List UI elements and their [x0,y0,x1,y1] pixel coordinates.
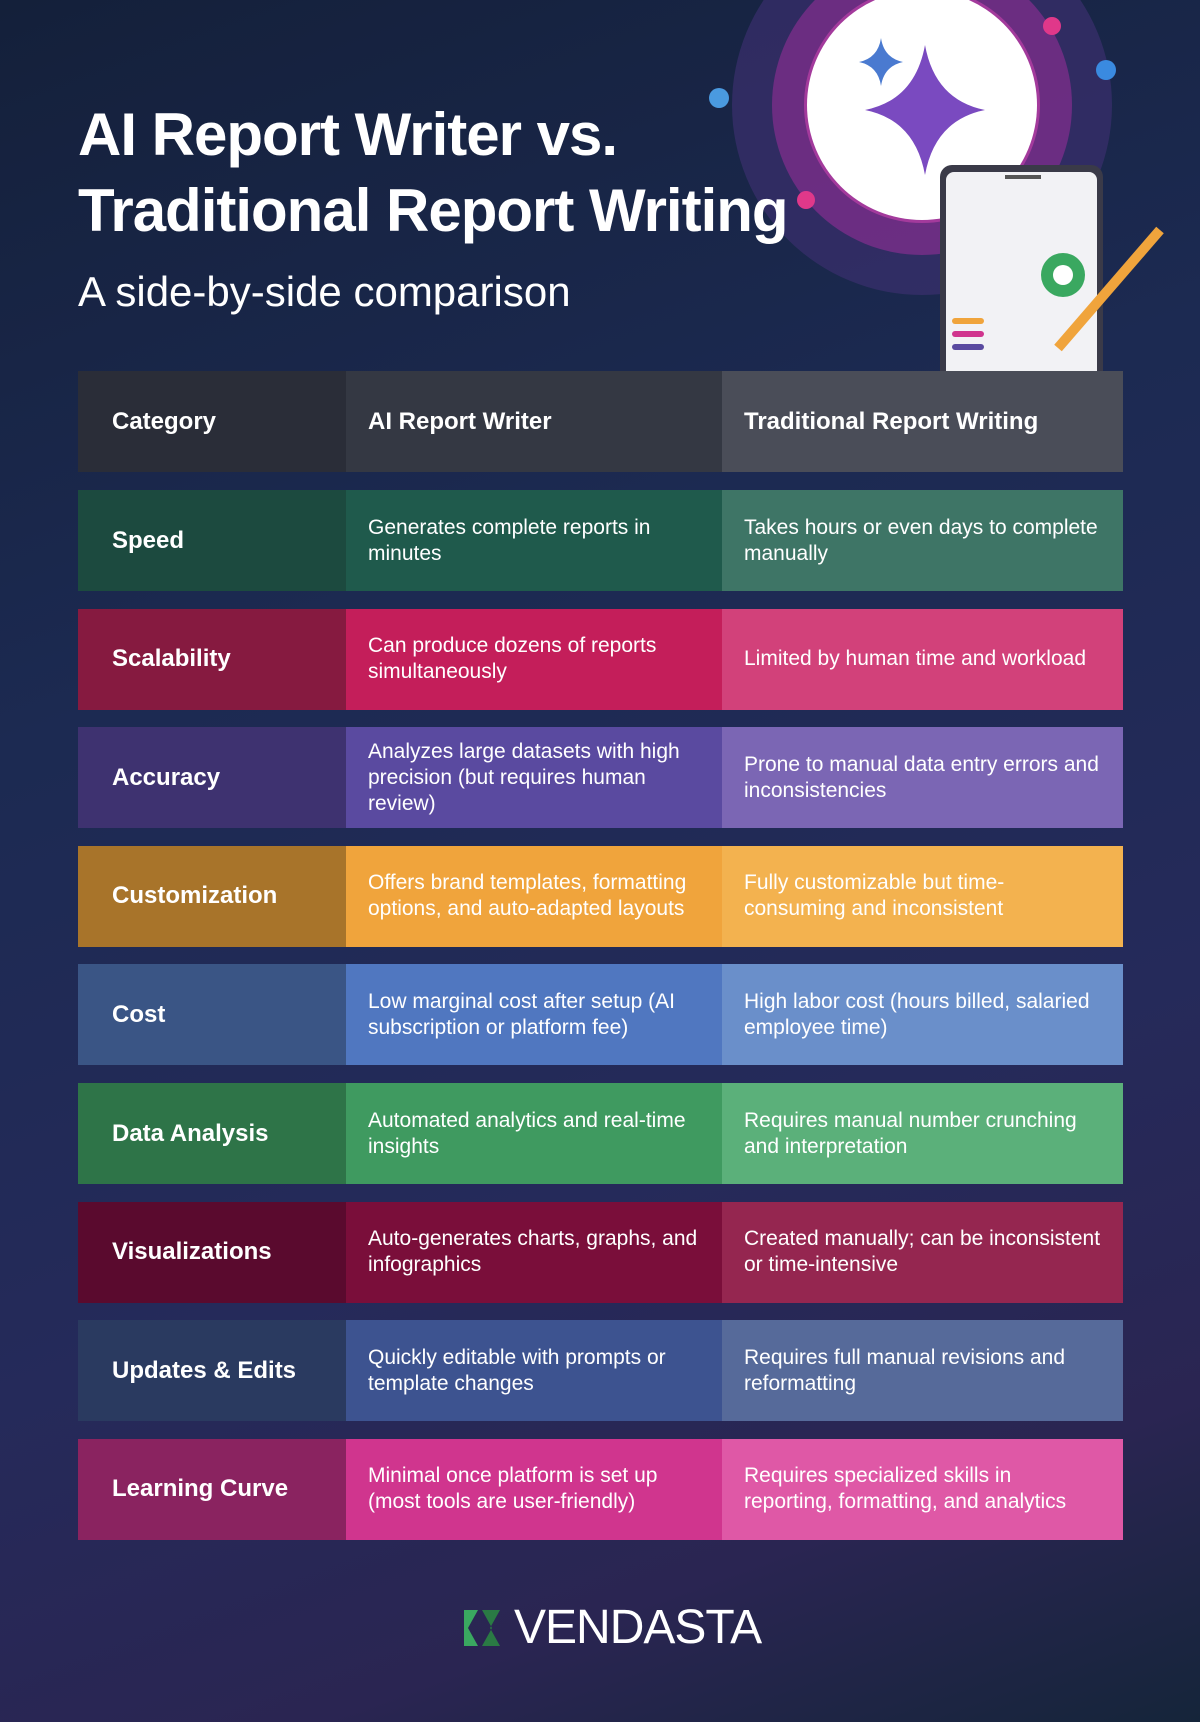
text-cell: Requires manual number crunching and int… [722,1083,1123,1184]
text-cell: Requires specialized skills in reporting… [722,1438,1123,1540]
header-cell: Traditional Report Writing [722,371,1123,472]
text-cell: Analyzes large datasets with high precis… [346,727,722,829]
header-cell: AI Report Writer [346,371,722,472]
text-cell: Created manually; can be inconsistent or… [722,1201,1123,1303]
text-cell: Can produce dozens of reports simultaneo… [346,608,722,710]
text-cell: Prone to manual data entry errors and in… [722,727,1123,829]
text-cell: Auto-generates charts, graphs, and infog… [346,1201,722,1303]
category-cell: Customization [78,845,346,947]
logo: VENDASTA [460,1600,762,1655]
logo-mark [464,1609,500,1646]
text-cell: High labor cost (hours billed, salaried … [722,964,1123,1066]
text-cell: Takes hours or even days to complete man… [722,490,1123,591]
text-cell: Requires full manual revisions and refor… [722,1320,1123,1422]
subtitle: A side-by-side comparison [78,268,571,315]
category-cell: Scalability [78,608,346,710]
text-cell: Minimal once platform is set up (most to… [346,1438,722,1540]
category-cell: Updates & Edits [78,1320,346,1422]
category-cell: Visualizations [78,1201,346,1303]
text-cell: Offers brand templates, formatting optio… [346,845,722,947]
category-cell: Accuracy [78,727,346,829]
logo-text: VENDASTA [514,1601,762,1654]
title-line: Traditional Report Writing [78,177,789,244]
text-cell: Fully customizable but time-consuming an… [722,845,1123,947]
text-cell: Low marginal cost after setup (AI subscr… [346,964,722,1066]
category-cell: Data Analysis [78,1083,346,1184]
text-cell: Quickly editable with prompts or templat… [346,1320,722,1422]
text-cell: Limited by human time and workload [722,608,1123,710]
text-cell: Automated analytics and real-time insigh… [346,1083,722,1184]
category-cell: Speed [78,490,346,591]
text-cell: Generates complete reports in minutes [346,490,722,591]
header-cell: Category [78,371,346,472]
category-cell: Cost [78,964,346,1066]
title-line: AI Report Writer vs. [78,101,618,168]
category-cell: Learning Curve [78,1438,346,1540]
